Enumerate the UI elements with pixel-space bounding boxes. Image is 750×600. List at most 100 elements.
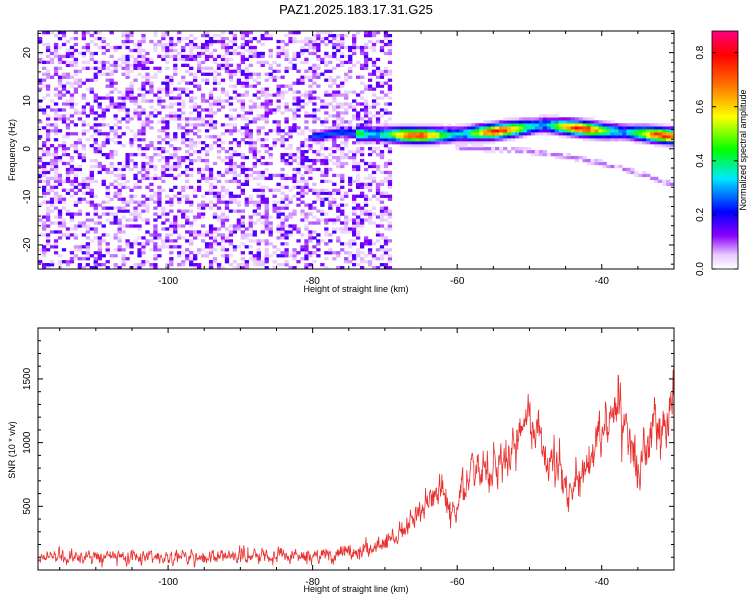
spectrogram-cell xyxy=(522,120,528,124)
spectrogram-cell xyxy=(149,99,154,103)
spectrogram-cell xyxy=(208,260,214,264)
spectrogram-cell xyxy=(89,54,94,59)
spectrogram-cell xyxy=(77,221,83,225)
spectrogram-cell xyxy=(359,242,365,246)
spectrogram-cell xyxy=(511,147,516,151)
spectrogram-cell xyxy=(356,150,361,154)
spectrogram-cell xyxy=(117,218,122,222)
spectrogram-cell xyxy=(173,114,178,118)
spectrogram-cell xyxy=(105,138,110,142)
spectrogram-cell xyxy=(141,242,146,246)
spectrogram-cell xyxy=(121,182,126,186)
spectrogram-cell xyxy=(375,239,381,243)
spectrogram-cell xyxy=(256,182,261,186)
spectrogram-cell xyxy=(383,138,389,142)
spectrogram-cell xyxy=(157,191,162,195)
spectrogram-cell xyxy=(590,129,595,133)
spectrogram-cell xyxy=(268,129,273,133)
spectrogram-cell xyxy=(193,75,198,79)
spectrogram-cell xyxy=(41,78,47,82)
spectrogram-cell xyxy=(264,209,269,213)
spectrogram-cell xyxy=(375,117,381,121)
spectrogram-cell xyxy=(268,75,273,79)
spectrogram-cell xyxy=(185,138,190,142)
spectrogram-cell xyxy=(38,105,43,109)
spectrogram-cell xyxy=(252,233,257,237)
spectrogram-cell xyxy=(200,42,206,47)
spectrogram-cell xyxy=(594,138,599,142)
spectrogram-cell xyxy=(53,179,59,184)
spectrogram-cell xyxy=(300,48,305,53)
spectrogram-cell xyxy=(49,221,55,225)
spectrogram-cell xyxy=(232,51,238,56)
spectrogram-cell xyxy=(145,99,150,103)
spectrogram-cell xyxy=(145,197,150,201)
spectrogram-cell xyxy=(125,31,130,35)
spectrogram-cell xyxy=(411,129,416,133)
spectrogram-cell xyxy=(65,51,71,56)
spectrogram-cell xyxy=(240,167,245,172)
spectrogram-cell xyxy=(332,155,337,160)
spectrogram-cell xyxy=(348,254,353,258)
spectrogram-cell xyxy=(367,251,373,255)
spectrogram-cell xyxy=(189,233,194,237)
spectrogram-cell xyxy=(200,45,206,50)
spectrogram-cell xyxy=(236,99,242,103)
spectrogram-cell xyxy=(53,93,59,97)
spectrogram-cell xyxy=(53,221,59,225)
spectrogram-cell xyxy=(451,135,456,139)
spectrogram-cell xyxy=(149,161,154,166)
spectrogram-cell xyxy=(316,75,321,79)
spectrogram-cell xyxy=(308,114,313,118)
spectrogram-cell xyxy=(224,179,230,184)
x-tick-label: -100 xyxy=(158,276,178,287)
spectrogram-cell xyxy=(177,233,182,237)
spectrogram-cell xyxy=(177,117,182,121)
spectrogram-cell xyxy=(324,147,329,151)
spectrogram-cell xyxy=(61,31,67,35)
spectrogram-cell xyxy=(105,48,110,53)
spectrogram-cell xyxy=(224,161,230,166)
spectrogram-cell xyxy=(538,117,544,121)
spectrogram-cell xyxy=(173,42,178,47)
spectrogram-cell xyxy=(276,54,281,59)
spectrogram-cell xyxy=(264,117,269,121)
spectrogram-cell xyxy=(185,150,190,154)
spectrogram-cell xyxy=(387,260,393,264)
spectrogram-cell xyxy=(622,129,627,133)
spectrogram-cell xyxy=(38,120,43,124)
spectrogram-cell xyxy=(324,221,329,225)
spectrogram-cell xyxy=(284,51,289,56)
spectrogram-cell xyxy=(328,248,333,252)
spectrogram-cell xyxy=(308,84,313,88)
spectrogram-cell xyxy=(359,123,365,127)
spectrogram-cell xyxy=(260,161,265,166)
spectrogram-cell xyxy=(53,152,59,157)
spectrogram-cell xyxy=(89,179,94,184)
spectrogram-cell xyxy=(244,263,249,267)
spectrogram-cell xyxy=(348,129,353,133)
spectrogram-cell xyxy=(264,227,269,231)
spectrogram-cell xyxy=(101,117,106,121)
spectrogram-cell xyxy=(69,81,75,85)
spectrogram-cell xyxy=(153,233,158,237)
spectrogram-cell xyxy=(375,182,381,186)
spectrogram-cell xyxy=(200,66,206,70)
spectrogram-cell xyxy=(332,251,337,255)
spectrogram-cell xyxy=(363,218,369,222)
spectrogram-cell xyxy=(117,191,122,195)
spectrogram-cell xyxy=(363,200,369,204)
spectrogram-cell xyxy=(173,135,178,139)
spectrogram-cell xyxy=(117,227,122,231)
spectrogram-cell xyxy=(511,135,516,139)
spectrogram-cell xyxy=(248,197,253,201)
spectrogram-cell xyxy=(435,126,440,130)
spectrogram-cell xyxy=(57,200,63,204)
spectrogram-cell xyxy=(546,123,552,127)
spectrogram-cell xyxy=(208,185,214,189)
spectrogram-cell xyxy=(336,105,341,109)
spectrogram-cell xyxy=(153,164,158,169)
spectrogram-cell xyxy=(244,182,249,186)
spectrogram-cell xyxy=(89,90,94,94)
spectrogram-cell xyxy=(371,42,377,47)
